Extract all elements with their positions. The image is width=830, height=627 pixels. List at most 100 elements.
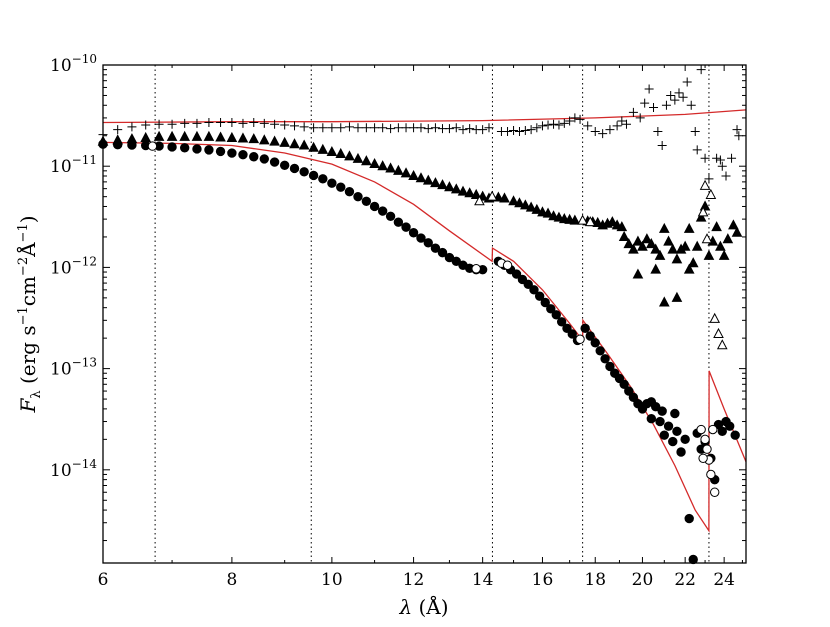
open-triangles-point-9 — [713, 327, 724, 338]
filled-triangles-point-33 — [430, 177, 441, 188]
filled-triangles-point-25 — [369, 157, 380, 169]
plus-markers-point-6 — [180, 118, 190, 128]
plus-markers-point-3 — [141, 120, 151, 130]
plus-markers-point-11 — [238, 118, 248, 128]
plus-markers-point-26 — [378, 123, 388, 133]
plot-frame — [102, 64, 747, 564]
filled-circles-point-13 — [259, 154, 270, 164]
plus-markers-point-75 — [678, 92, 688, 102]
filled-triangles-point-92 — [658, 296, 670, 307]
plus-markers-point-50 — [543, 120, 553, 130]
open-triangles-point-6 — [701, 233, 713, 244]
y-tick-label-0: 10−14 — [50, 457, 97, 481]
plus-markers-point-1 — [113, 125, 123, 135]
plus-markers-point-12 — [249, 118, 259, 128]
filled-circles-point-91 — [646, 397, 657, 407]
filled-circles-point-14 — [269, 157, 280, 167]
filled-triangles-point-48 — [531, 203, 543, 214]
filled-circles-point-5 — [167, 142, 177, 152]
y-tick-label-2: 10−12 — [50, 254, 97, 278]
plus-markers-point-74 — [674, 88, 684, 98]
plus-markers-point-89 — [734, 131, 744, 141]
plus-markers-point-32 — [423, 124, 433, 134]
filled-triangles-point-17 — [298, 139, 310, 150]
filled-circles-point-7 — [192, 144, 202, 154]
plus-markers-point-7 — [192, 118, 202, 128]
filled-circles-point-48 — [534, 291, 545, 301]
filled-triangles-point-20 — [326, 145, 338, 157]
filled-circles-point-78 — [680, 434, 690, 445]
open-circles-point-3 — [502, 260, 513, 270]
plus-markers-point-84 — [715, 155, 725, 165]
plus-markers-point-43 — [503, 127, 513, 137]
plus-markers-point-2 — [127, 122, 137, 132]
plus-markers-point-72 — [666, 90, 676, 100]
filled-triangles-point-82 — [695, 211, 707, 222]
filled-circles-point-73 — [659, 430, 670, 440]
filled-triangles-point-72 — [654, 249, 666, 260]
x-tick-label-6: 18 — [584, 570, 606, 590]
filled-circles-point-44 — [511, 269, 522, 279]
open-circles-point-8 — [706, 469, 716, 480]
filled-triangles-point-32 — [422, 174, 434, 185]
open-circles-point-4 — [575, 334, 585, 344]
y-tick-label-3: 10−11 — [50, 153, 97, 177]
plus-markers-point-31 — [416, 123, 426, 133]
filled-circles-point-28 — [393, 217, 404, 227]
open-triangles-point-1 — [486, 190, 498, 201]
open-triangles-point-4 — [697, 206, 709, 217]
filled-triangles-point-79 — [683, 222, 695, 233]
plus-markers-point-14 — [270, 119, 280, 129]
plus-markers-point-76 — [682, 77, 692, 87]
filled-circles-point-36 — [451, 256, 461, 266]
open-triangles-point-5 — [699, 179, 711, 190]
plus-markers-point-27 — [386, 124, 396, 134]
filled-triangles-point-39 — [470, 188, 482, 199]
plus-markers-point-41 — [484, 123, 494, 133]
filled-triangles-point-49 — [537, 206, 548, 217]
x-tick-label-3: 12 — [403, 570, 425, 590]
filled-triangles-point-86 — [711, 221, 722, 232]
filled-triangles-point-22 — [344, 150, 355, 161]
filled-circles-point-58 — [590, 338, 600, 348]
data-markers — [97, 65, 744, 565]
plus-markers-point-37 — [458, 125, 468, 135]
filled-triangles-point-13 — [258, 134, 270, 145]
filled-triangles-point-90 — [728, 219, 739, 230]
filled-triangles-point-73 — [658, 222, 670, 233]
filled-triangles-point-76 — [671, 253, 683, 264]
filled-triangles-point-96 — [632, 268, 644, 279]
filled-triangles-point-80 — [687, 257, 699, 268]
filled-triangles-point-71 — [650, 243, 662, 254]
filled-triangles-point-67 — [632, 235, 644, 246]
filled-circles-point-76 — [672, 426, 682, 437]
plus-markers-point-22 — [344, 122, 354, 132]
filled-triangles-point-63 — [616, 221, 628, 232]
filled-circles-point-32 — [423, 238, 433, 248]
plus-markers-point-23 — [353, 123, 363, 133]
open-circles-point-9 — [710, 487, 720, 497]
filled-circles-point-92 — [657, 406, 667, 416]
filled-circles-point-61 — [605, 361, 615, 372]
filled-circles-point-31 — [416, 233, 426, 243]
open-triangles-point-8 — [709, 312, 721, 323]
filled-circles-point-6 — [179, 143, 190, 153]
filled-triangles-point-10 — [226, 131, 238, 142]
plus-markers-point-47 — [526, 125, 536, 135]
plus-markers-point-70 — [657, 141, 667, 151]
filled-triangles-point-75 — [667, 243, 679, 254]
filled-circles-point-19 — [318, 174, 328, 184]
filled-triangles-point-93 — [671, 291, 683, 302]
filled-triangles-point-44 — [508, 195, 519, 206]
x-tick-label-9: 24 — [713, 570, 735, 590]
filled-triangles-point-81 — [691, 240, 703, 251]
y-tick-label-4: 10−10 — [50, 52, 97, 76]
open-triangles-point-3 — [584, 216, 596, 227]
filled-triangles-point-87 — [715, 240, 726, 251]
plus-markers-point-19 — [318, 123, 328, 133]
plus-markers-point-63 — [621, 119, 631, 129]
filled-circles-point-87 — [717, 426, 727, 437]
plus-markers-point-28 — [393, 123, 403, 133]
x-tick-label-7: 20 — [632, 570, 654, 590]
